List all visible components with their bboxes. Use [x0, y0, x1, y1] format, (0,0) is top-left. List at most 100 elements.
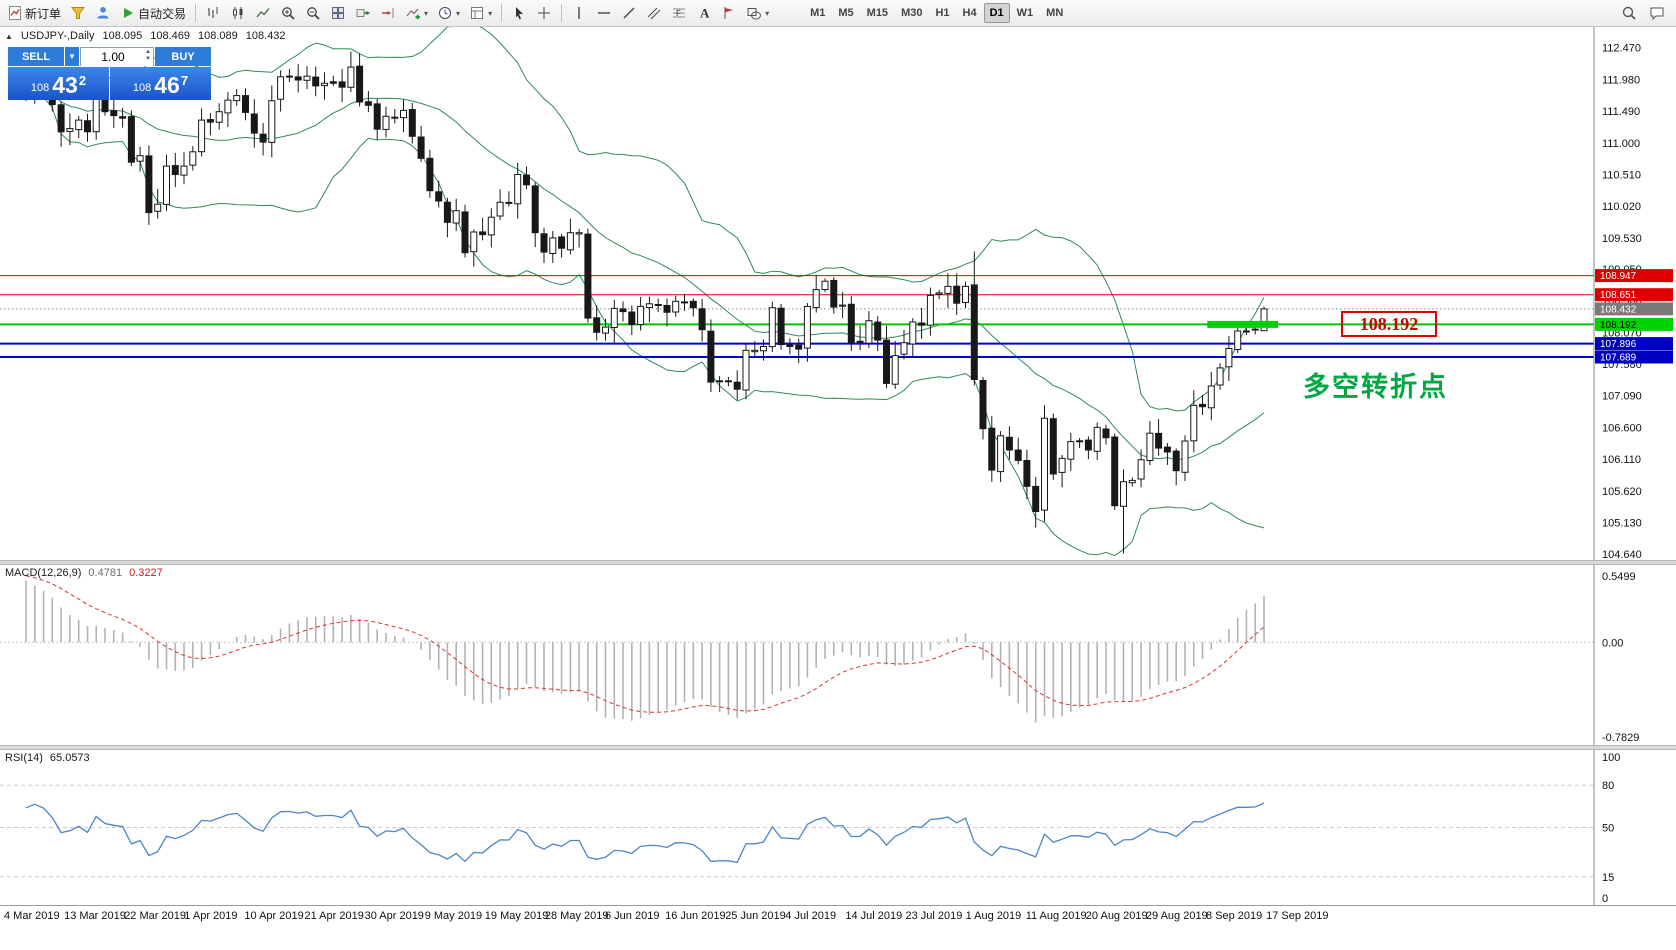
- toolbar-right-group: [1617, 1, 1673, 25]
- rsi-level-lines: [0, 784, 1594, 878]
- vertical-line-button[interactable]: [567, 1, 591, 25]
- svg-text:108.651: 108.651: [1600, 290, 1637, 301]
- clock-icon: [437, 5, 453, 21]
- crosshair-button[interactable]: [532, 1, 556, 25]
- timeframe-button-m30[interactable]: M30: [901, 7, 923, 19]
- timeframe-button-m5[interactable]: M5: [838, 7, 854, 19]
- macd-signal-value: 0.3227: [129, 567, 163, 579]
- flag-icon: [721, 5, 737, 21]
- price-chart-canvas[interactable]: 112.470 111.980 111.490 111.000 110.510 110.0…: [0, 27, 1676, 560]
- user-button[interactable]: [91, 1, 115, 25]
- sell-button[interactable]: SELL: [8, 47, 64, 66]
- chart-symbol-header: ▲ USDJPY-,Daily 108.095 108.469 108.089 …: [5, 30, 286, 42]
- chat-button[interactable]: [1645, 1, 1669, 25]
- green-highlight-segment[interactable]: [1207, 320, 1278, 328]
- macd-histogram: [25, 580, 1265, 723]
- price-level-tags: 108.947 108.651 108.432 108.192 107.896 107.6…: [1595, 269, 1673, 364]
- horizontal-level-lines: [0, 275, 1594, 358]
- svg-text:108.192: 108.192: [1600, 320, 1637, 331]
- timeframe-button-m1[interactable]: M1: [810, 7, 826, 19]
- rsi-panel: 100 80 50 15 0 RSI(14) 65.0573: [0, 750, 1676, 905]
- timeframe-button-d1[interactable]: D1: [983, 3, 1010, 23]
- spinner-down-icon[interactable]: ▼: [145, 56, 151, 63]
- ohlc-high: 108.469: [150, 30, 191, 42]
- rsi-name: RSI(14): [5, 752, 43, 764]
- ohlc-open: 108.095: [102, 30, 143, 42]
- timeframe-button-h4[interactable]: H4: [962, 7, 977, 19]
- svg-text:108.947: 108.947: [1600, 271, 1637, 282]
- candlestick-chart-button[interactable]: [226, 1, 250, 25]
- periods-button[interactable]: ▾: [433, 1, 464, 25]
- svg-text:110.020: 110.020: [1602, 201, 1641, 213]
- cursor-button[interactable]: [507, 1, 531, 25]
- timeframe-button-h1[interactable]: H1: [935, 7, 950, 19]
- sell-price-button[interactable]: 108 43 2: [8, 67, 109, 100]
- tile-windows-button[interactable]: [326, 1, 350, 25]
- buy-price-button[interactable]: 108 46 7: [110, 67, 211, 100]
- trendline-button[interactable]: [617, 1, 641, 25]
- channel-icon: [646, 5, 662, 21]
- fibonacci-button[interactable]: F: [667, 1, 691, 25]
- svg-text:111.980: 111.980: [1602, 74, 1640, 86]
- new-order-button[interactable]: 新订单: [3, 1, 65, 25]
- svg-text:107.090: 107.090: [1602, 391, 1642, 403]
- shapes-button[interactable]: ▾: [742, 1, 773, 25]
- timeframe-button-m15[interactable]: M15: [866, 7, 889, 19]
- chevron-down-icon: ▾: [424, 8, 429, 18]
- svg-text:106.600: 106.600: [1602, 422, 1642, 434]
- svg-text:105.620: 105.620: [1602, 486, 1642, 498]
- collapse-icon[interactable]: ▲: [5, 31, 13, 41]
- bar-chart-button[interactable]: [201, 1, 225, 25]
- volume-spinner[interactable]: ▲ ▼: [145, 49, 151, 63]
- buy-price-pips: 46: [154, 72, 180, 99]
- date-axis-label: 11 Aug 2019: [1025, 910, 1087, 922]
- panel-separator[interactable]: [0, 560, 1676, 565]
- volume-input[interactable]: [81, 48, 153, 66]
- svg-text:104.640: 104.640: [1602, 549, 1642, 560]
- autotrading-button[interactable]: 自动交易: [116, 1, 190, 25]
- rsi-canvas[interactable]: 100 80 50 15 0: [0, 750, 1676, 905]
- horizontal-line-button[interactable]: [592, 1, 616, 25]
- date-axis-label: 23 Jul 2019: [905, 910, 963, 922]
- zoom-in-icon: [280, 5, 296, 21]
- trendline-icon: [621, 5, 637, 21]
- chart-shift-button[interactable]: [376, 1, 400, 25]
- svg-text:F: F: [676, 9, 681, 18]
- crosshair-icon: [536, 5, 552, 21]
- text-button[interactable]: A: [692, 1, 716, 25]
- zoom-out-button[interactable]: [301, 1, 325, 25]
- macd-canvas[interactable]: 0.5499 0.00 -0.7829: [0, 565, 1676, 745]
- volume-dropdown-button[interactable]: ▼: [65, 47, 79, 66]
- indicators-button[interactable]: ▾: [401, 1, 432, 25]
- ohlc-close: 108.432: [245, 30, 286, 42]
- channel-button[interactable]: [642, 1, 666, 25]
- date-axis[interactable]: 4 Mar 2019 13 Mar 2019 22 Mar 2019 1 Apr 20…: [0, 905, 1676, 950]
- price-axis-labels: 112.470 111.980 111.490 111.000 110.510 110.0…: [1602, 43, 1642, 560]
- date-axis-label: 14 Jul 2019: [845, 910, 903, 922]
- zoom-in-button[interactable]: [276, 1, 300, 25]
- timeframe-button-w1[interactable]: W1: [1016, 7, 1034, 19]
- svg-text:107.689: 107.689: [1600, 353, 1637, 364]
- label-flag-button[interactable]: [717, 1, 741, 25]
- templates-button[interactable]: ▾: [465, 1, 496, 25]
- timeframe-button-mn[interactable]: MN: [1046, 7, 1064, 19]
- pivot-text-annotation[interactable]: 多空转折点: [1303, 372, 1448, 403]
- panel-separator[interactable]: [0, 745, 1676, 750]
- svg-text:112.470: 112.470: [1602, 43, 1641, 55]
- svg-text:105.130: 105.130: [1602, 518, 1642, 530]
- svg-text:109.530: 109.530: [1602, 233, 1642, 245]
- spinner-up-icon[interactable]: ▲: [145, 49, 151, 55]
- date-axis-label: 22 Mar 2019: [124, 910, 186, 922]
- price-box-annotation[interactable]: 108.192: [1341, 311, 1437, 337]
- funnel-button[interactable]: [66, 1, 90, 25]
- date-axis-label: 25 Jun 2019: [725, 910, 786, 922]
- tile-windows-icon: [330, 5, 346, 21]
- toolbar-separator: [561, 4, 563, 22]
- auto-scroll-icon: [355, 5, 371, 21]
- buy-button[interactable]: BUY: [155, 47, 211, 66]
- line-chart-button[interactable]: [251, 1, 275, 25]
- shapes-icon: [746, 5, 762, 21]
- auto-scroll-button[interactable]: [351, 1, 375, 25]
- search-button[interactable]: [1617, 1, 1641, 25]
